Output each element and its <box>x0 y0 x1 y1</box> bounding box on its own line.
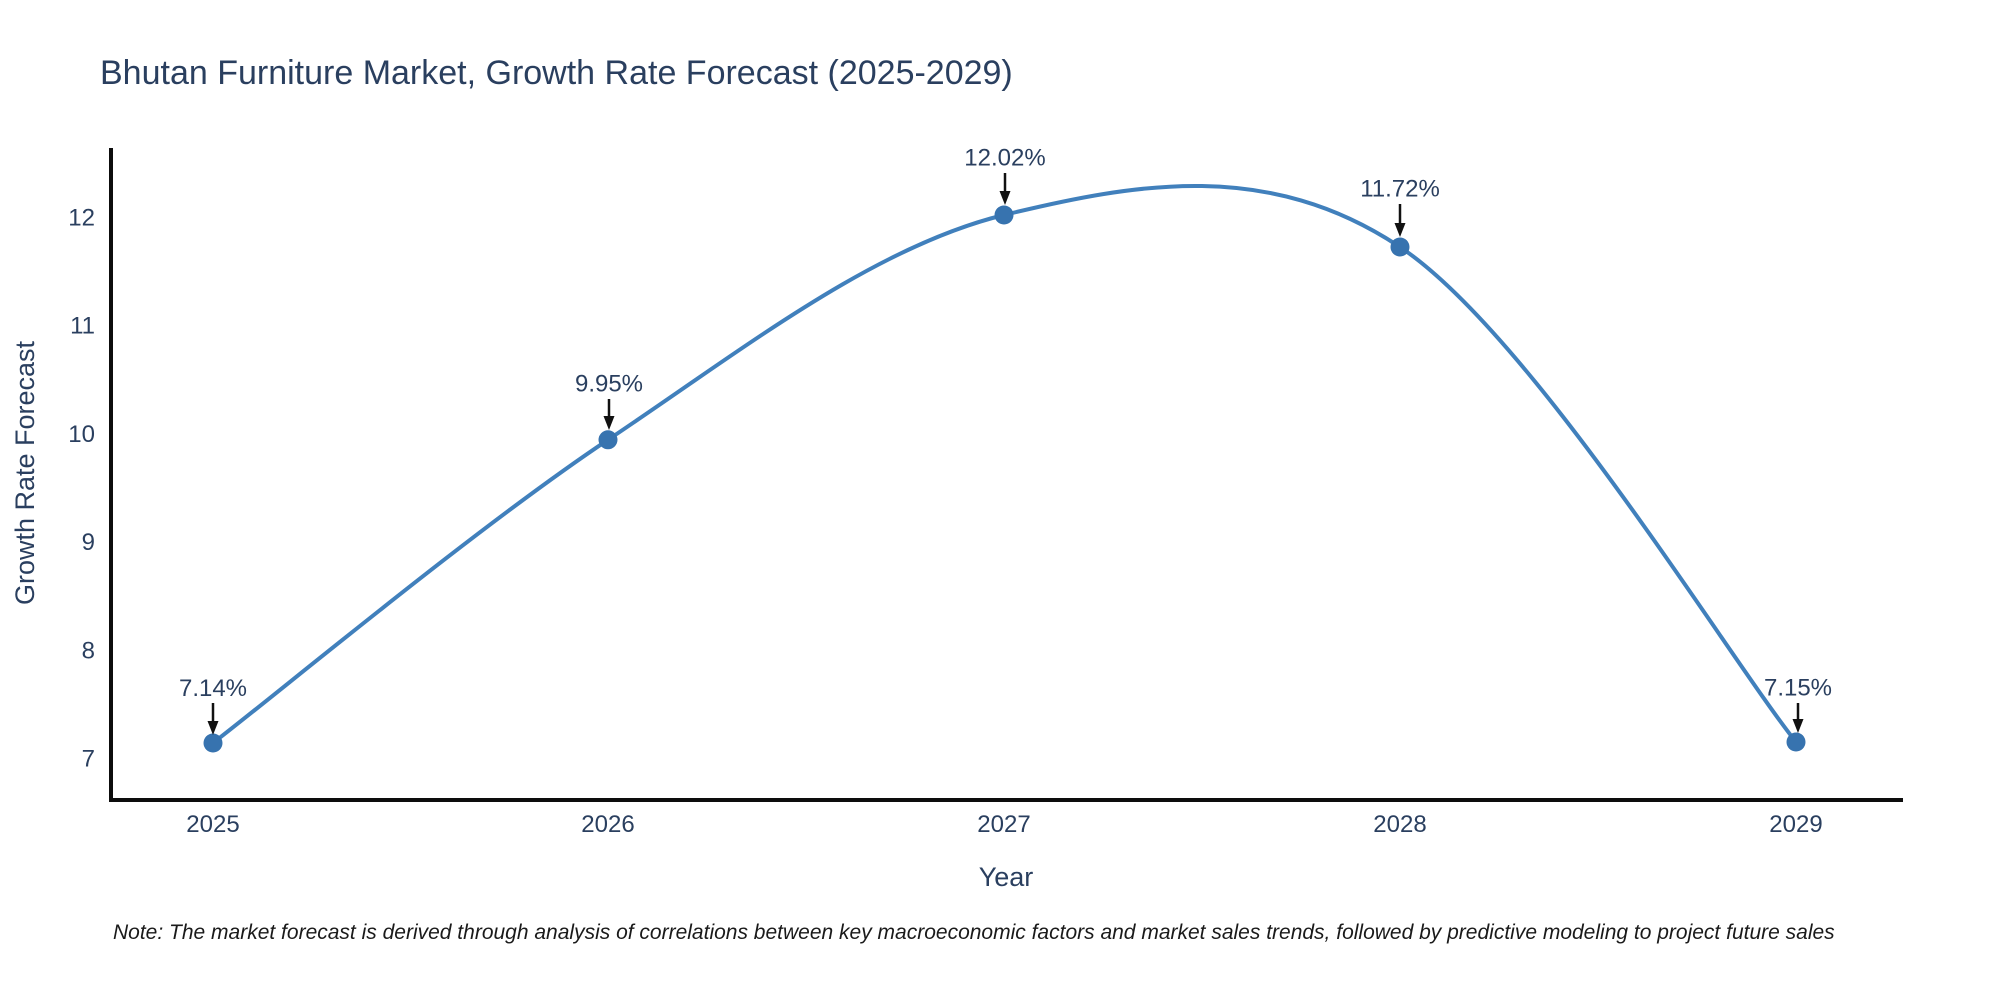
x-tick-2028: 2028 <box>1373 811 1426 838</box>
data-point-2026 <box>598 430 618 450</box>
annotation-2027: 12.02% <box>964 145 1046 205</box>
y-axis-title: Growth Rate Forecast <box>10 340 40 605</box>
x-tick-2027: 2027 <box>977 811 1030 838</box>
data-point-2025 <box>203 733 223 753</box>
y-tick-10: 10 <box>68 421 95 448</box>
y-tick-9: 9 <box>82 529 95 556</box>
footnote: Note: The market forecast is derived thr… <box>113 921 1835 944</box>
y-tick-12: 12 <box>68 205 95 232</box>
annotation-2025: 7.14% <box>179 675 247 735</box>
annotation-label-2027: 12.02% <box>964 145 1045 172</box>
annotation-2029: 7.15% <box>1764 675 1832 733</box>
annotation-2028: 11.72% <box>1360 176 1440 237</box>
y-tick-7: 7 <box>82 746 95 773</box>
annotation-arrowhead-2027 <box>999 191 1011 205</box>
annotation-arrowhead-2028 <box>1394 223 1406 237</box>
y-tick-11: 11 <box>70 313 95 340</box>
annotation-arrowhead-2029 <box>1792 719 1804 733</box>
annotation-2026: 9.95% <box>575 371 643 430</box>
annotation-label-2025: 7.14% <box>179 675 247 702</box>
chart-title: Bhutan Furniture Market, Growth Rate For… <box>100 54 1013 92</box>
annotation-label-2029: 7.15% <box>1764 675 1832 702</box>
data-point-2029 <box>1786 732 1806 752</box>
annotation-label-2026: 9.95% <box>575 371 643 398</box>
x-axis-title: Year <box>979 862 1034 892</box>
forecast-line <box>211 183 1798 745</box>
annotation-arrowhead-2026 <box>603 416 615 430</box>
y-tick-8: 8 <box>82 638 95 665</box>
data-point-2027 <box>994 205 1014 225</box>
annotation-label-2028: 11.72% <box>1360 176 1440 203</box>
x-tick-2026: 2026 <box>581 811 634 838</box>
annotation-arrowhead-2025 <box>207 721 219 735</box>
x-tick-2025: 2025 <box>186 811 239 838</box>
data-point-2028 <box>1390 237 1410 257</box>
x-tick-2029: 2029 <box>1769 811 1822 838</box>
